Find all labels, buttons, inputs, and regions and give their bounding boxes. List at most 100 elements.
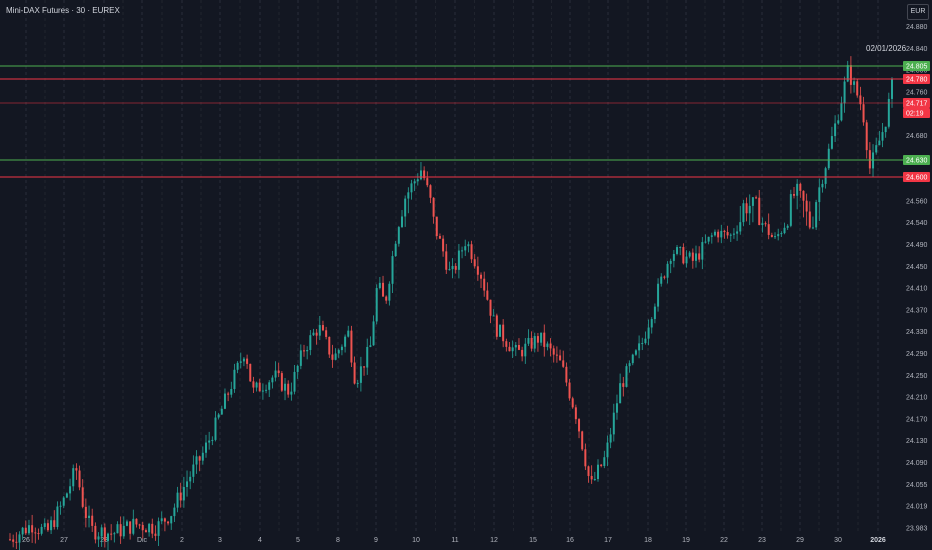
candle	[499, 324, 501, 338]
candle	[391, 250, 394, 294]
level-badge: 24.600	[903, 172, 930, 182]
candle-body	[849, 65, 852, 85]
candle-body	[574, 407, 577, 420]
candle	[827, 143, 830, 171]
candle-body	[211, 439, 214, 441]
y-tick-label: 24.560	[906, 198, 928, 205]
candle-body	[340, 346, 343, 351]
candle	[837, 114, 840, 125]
candle-body	[622, 383, 625, 387]
candle-body	[160, 518, 163, 522]
candle-body	[157, 521, 160, 536]
candle	[252, 376, 255, 393]
candle	[239, 352, 242, 369]
candle	[505, 338, 508, 352]
candle-body	[859, 95, 862, 105]
candle	[650, 317, 653, 334]
candle-body	[505, 341, 508, 347]
candle-body	[508, 346, 511, 352]
candle	[407, 187, 410, 214]
candle	[875, 137, 878, 155]
candle	[442, 235, 445, 257]
candle-body	[31, 525, 34, 533]
candle-body	[657, 283, 660, 307]
candle	[293, 364, 296, 395]
candle-body	[426, 178, 429, 186]
candle-body	[887, 98, 890, 127]
candle-body	[511, 347, 514, 352]
candle-body	[401, 216, 403, 228]
candle-body	[442, 238, 445, 252]
candle	[742, 199, 745, 227]
y-tick-label: 24.880	[906, 24, 928, 31]
candle-body	[615, 403, 618, 413]
candle-body	[875, 145, 878, 153]
y-tick-label: 24.450	[906, 264, 928, 271]
candle	[448, 261, 451, 271]
candle	[713, 229, 716, 237]
candle-body	[486, 290, 489, 300]
candle	[587, 465, 590, 483]
candle-body	[755, 197, 758, 199]
candle-body	[12, 539, 15, 542]
candle-body	[774, 236, 777, 238]
candle-body	[356, 382, 359, 384]
candle	[296, 364, 299, 379]
candle-body	[555, 354, 558, 356]
x-tick-label: 9	[374, 537, 378, 544]
candle	[378, 277, 381, 290]
candle	[246, 354, 249, 369]
candle	[242, 357, 245, 367]
candle-body	[261, 390, 264, 392]
x-tick-label: 8	[336, 537, 340, 544]
candle-body	[91, 515, 94, 526]
candle-body	[679, 247, 682, 249]
candle-body	[9, 539, 11, 541]
candle	[15, 532, 18, 550]
candle	[107, 532, 109, 550]
candle	[75, 463, 78, 480]
candle	[192, 455, 195, 483]
candle-body	[21, 527, 24, 535]
x-tick-label: 10	[412, 537, 420, 544]
candle-body	[242, 358, 245, 362]
candle-body	[736, 231, 739, 234]
candle	[796, 179, 799, 210]
candle-body	[530, 337, 533, 349]
candle	[287, 380, 290, 398]
candle	[182, 476, 185, 508]
candle-body	[821, 183, 824, 188]
candle-body	[761, 223, 764, 226]
candle-body	[476, 266, 479, 275]
candle-body	[701, 242, 704, 260]
currency-button[interactable]: EUR	[907, 4, 929, 20]
candle	[524, 338, 527, 364]
candle-body	[710, 235, 713, 237]
level-badge-bg	[903, 155, 930, 165]
candle	[401, 210, 403, 228]
candle-body	[312, 332, 315, 336]
candle-body	[110, 533, 113, 535]
candle	[603, 450, 606, 469]
candle	[331, 344, 334, 368]
candle	[46, 519, 49, 532]
candle	[34, 527, 37, 544]
level-badge-label: 24.805	[906, 64, 928, 71]
candle-body	[18, 534, 21, 543]
candle	[369, 336, 372, 348]
candle	[691, 248, 694, 269]
candle	[527, 329, 530, 346]
candle	[249, 363, 252, 382]
candle	[574, 404, 577, 424]
candle	[220, 405, 223, 415]
candle-body	[448, 269, 451, 271]
level-badge: 24.717	[903, 98, 930, 108]
x-tick-label: 18	[644, 537, 652, 544]
candle-body	[827, 148, 830, 169]
candle	[410, 179, 413, 200]
candle-body	[122, 525, 125, 537]
candle	[461, 246, 464, 259]
candle	[110, 524, 113, 541]
